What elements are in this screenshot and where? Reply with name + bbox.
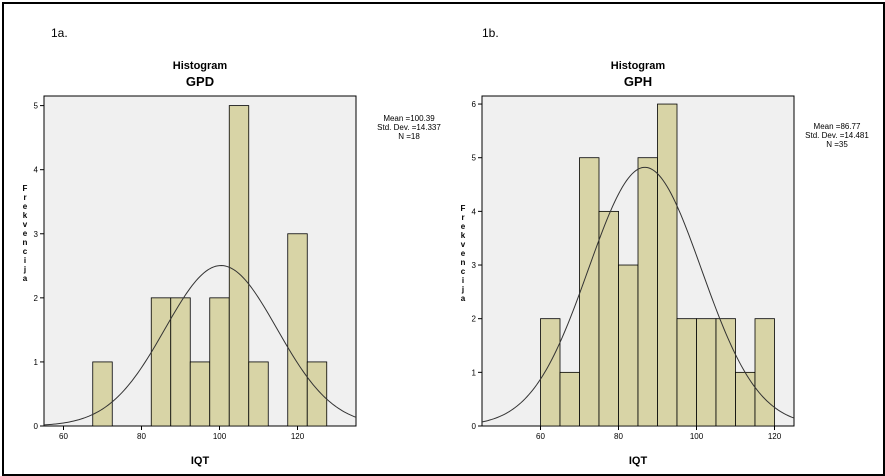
histogram-bar: [676, 318, 697, 427]
x-tick-label: 60: [59, 432, 68, 441]
normal-curve: [481, 166, 795, 423]
y-axis-label-gpd: F r e k v e n c i j a: [22, 184, 28, 283]
normal-curve: [43, 265, 357, 426]
x-axis-label: IQT: [629, 455, 648, 467]
x-tick-label: 80: [614, 432, 623, 441]
y-tick-label: 3: [34, 230, 39, 239]
panel-label-1a: 1a.: [51, 26, 68, 40]
chart-subtitle: GPH: [624, 74, 652, 89]
stats-n: N =35: [826, 140, 848, 149]
y-tick-label: 2: [34, 294, 39, 303]
x-tick-label: 100: [213, 432, 227, 441]
histogram-bar: [559, 371, 580, 427]
x-tick-label: 120: [291, 432, 305, 441]
chart-subtitle: GPD: [186, 74, 214, 89]
y-tick-label: 2: [472, 315, 477, 324]
histogram-bar: [92, 361, 113, 427]
chart-title: Histogram: [611, 60, 666, 72]
y-tick-label: 3: [472, 261, 477, 270]
histogram-bar: [735, 371, 756, 427]
stats-box-gph: Mean =86.77 Std. Dev. =14.481 N =35: [792, 122, 882, 149]
x-axis-label: IQT: [191, 455, 210, 467]
histogram-bar: [579, 157, 600, 427]
histogram-bar: [170, 297, 191, 427]
histogram-bar: [306, 361, 328, 427]
chart-title: Histogram: [173, 60, 228, 72]
y-tick-label: 0: [472, 422, 477, 431]
histogram-gpd: Histogram GPD 60 80 100 120 0 1 2 3 4 5 IQT: [34, 60, 357, 467]
histogram-bar: [540, 318, 561, 427]
x-tick-label: 60: [536, 432, 545, 441]
histogram-bar: [598, 210, 619, 427]
histogram-bar: [189, 361, 211, 427]
stats-mean: Mean =100.39: [383, 114, 435, 123]
stats-sd: Std. Dev. =14.481: [805, 131, 869, 140]
stats-n: N =18: [398, 132, 420, 141]
y-tick-label: 0: [34, 422, 39, 431]
histogram-bar: [150, 297, 172, 427]
y-axis-label-gph: F r e k v e n c i j a: [460, 204, 466, 303]
y-tick-label: 1: [472, 368, 477, 377]
histogram-bar: [754, 318, 775, 427]
y-tick-label: 4: [472, 207, 477, 216]
stats-mean: Mean =86.77: [813, 122, 861, 131]
histogram-bar: [248, 361, 269, 427]
y-tick-label: 1: [34, 358, 39, 367]
histogram-bar: [696, 318, 717, 427]
stats-box-gpd: Mean =100.39 Std. Dev. =14.337 N =18: [364, 114, 454, 141]
panel-label-1b: 1b.: [482, 26, 499, 40]
y-tick-label: 5: [34, 102, 39, 111]
histogram-bar: [637, 157, 658, 427]
histogram-bar: [209, 297, 230, 427]
y-tick-label: 6: [472, 100, 477, 109]
histogram-bar: [228, 105, 250, 427]
histogram-gph: Histogram GPH 60 80 100 120 0 1 2 3 4 5 6 IQT: [472, 60, 795, 467]
stats-sd: Std. Dev. =14.337: [377, 123, 441, 132]
x-tick-label: 80: [137, 432, 146, 441]
histogram-bar: [618, 264, 639, 427]
y-tick-label: 4: [34, 166, 39, 175]
x-tick-label: 100: [690, 432, 704, 441]
y-tick-label: 5: [472, 154, 477, 163]
histogram-bar: [715, 318, 736, 427]
x-tick-label: 120: [768, 432, 782, 441]
histogram-bar: [657, 103, 678, 427]
histogram-bar: [287, 233, 308, 427]
